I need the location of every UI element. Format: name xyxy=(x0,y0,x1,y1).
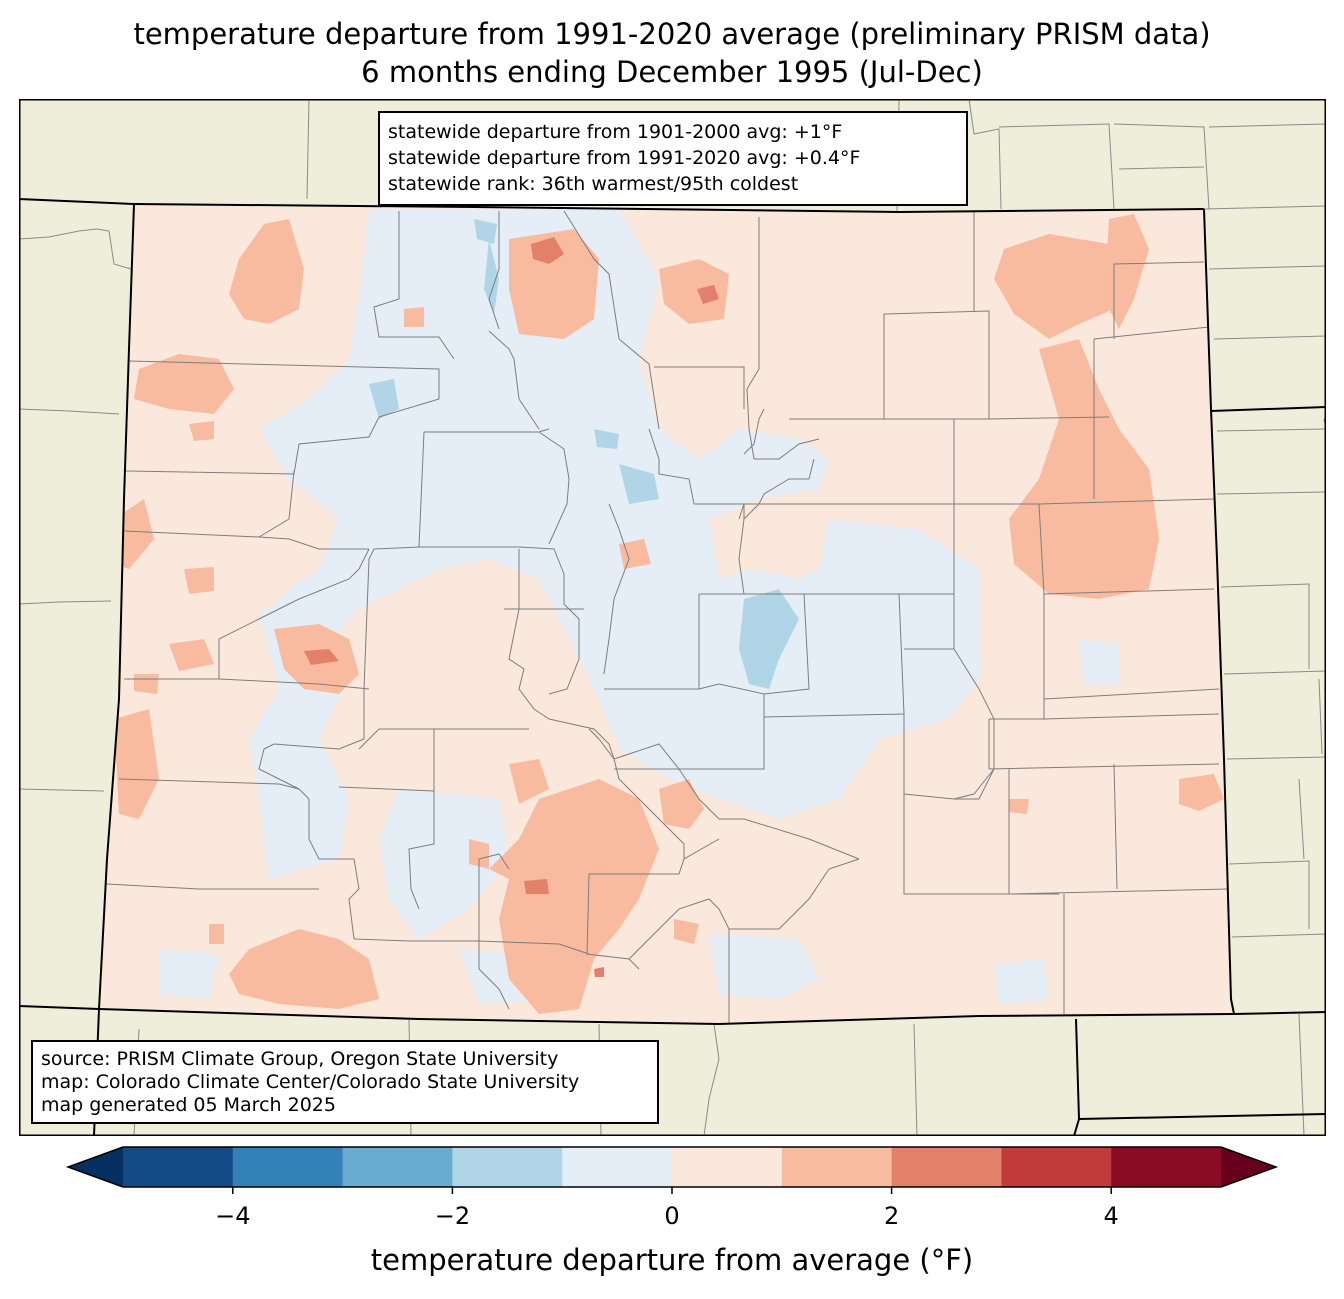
colorbar-bin-1 xyxy=(232,1147,344,1187)
colorado-map xyxy=(19,99,1326,1136)
stats-departure-1991: statewide departure from 1991-2020 avg: … xyxy=(388,147,861,169)
anomaly-warm-mid xyxy=(114,214,1224,1014)
colorbar-bin-8 xyxy=(1001,1147,1112,1187)
colorbar-bin-7 xyxy=(891,1147,1002,1187)
stats-rank: statewide rank: 36th warmest/95th coldes… xyxy=(388,173,799,195)
colorbar-tick-label-4: 4 xyxy=(1104,1202,1119,1230)
colorbar: −4 −2 0 2 4 xyxy=(65,1146,1279,1230)
credit-generated: map generated 05 March 2025 xyxy=(41,1094,336,1116)
colorbar-tick-label-0: −4 xyxy=(215,1202,250,1230)
credit-source: source: PRISM Climate Group, Oregon Stat… xyxy=(41,1048,559,1070)
state-borders xyxy=(19,198,1326,1136)
colorbar-bin-2 xyxy=(342,1147,453,1187)
colorbar-bin-5 xyxy=(672,1147,783,1187)
stats-departure-1901: statewide departure from 1901-2000 avg: … xyxy=(388,121,843,143)
colorbar-bin-6 xyxy=(781,1147,893,1187)
colorbar-ticks: −4 −2 0 2 4 xyxy=(215,1187,1119,1230)
map-panel xyxy=(19,99,1326,1136)
map-title: temperature departure from 1991-2020 ave… xyxy=(133,17,1211,51)
colorbar-tick-label-1: −2 xyxy=(435,1202,470,1230)
statewide-stats-box: statewide departure from 1901-2000 avg: … xyxy=(378,111,968,206)
colorbar-bins xyxy=(123,1147,1222,1187)
colorbar-label: temperature departure from average (°F) xyxy=(370,1243,974,1277)
anomaly-warm-strong xyxy=(304,237,719,977)
colorbar-tick-label-2: 0 xyxy=(664,1202,679,1230)
map-frame xyxy=(19,99,1326,1136)
colorbar-tick-label-3: 2 xyxy=(884,1202,899,1230)
colorbar-bin-4 xyxy=(562,1147,673,1187)
county-lines xyxy=(106,209,1230,1024)
map-subtitle: 6 months ending December 1995 (Jul-Dec) xyxy=(361,55,983,89)
colorbar-bin-0 xyxy=(123,1147,234,1187)
anomaly-cool-mid xyxy=(369,219,799,689)
colorbar-outline xyxy=(65,1146,1279,1188)
colorbar-bin-9 xyxy=(1111,1147,1222,1187)
credit-map: map: Colorado Climate Center/Colorado St… xyxy=(41,1071,580,1093)
neighbor-county-lines xyxy=(19,99,1326,1136)
anomaly-cool-light xyxy=(159,209,1119,1004)
colorado-interior xyxy=(99,204,1234,1024)
colorbar-under-arrow xyxy=(68,1147,123,1187)
colorbar-over-arrow xyxy=(1221,1147,1276,1187)
colorbar-bin-3 xyxy=(452,1147,563,1187)
credits-box: source: PRISM Climate Group, Oregon Stat… xyxy=(31,1040,659,1124)
